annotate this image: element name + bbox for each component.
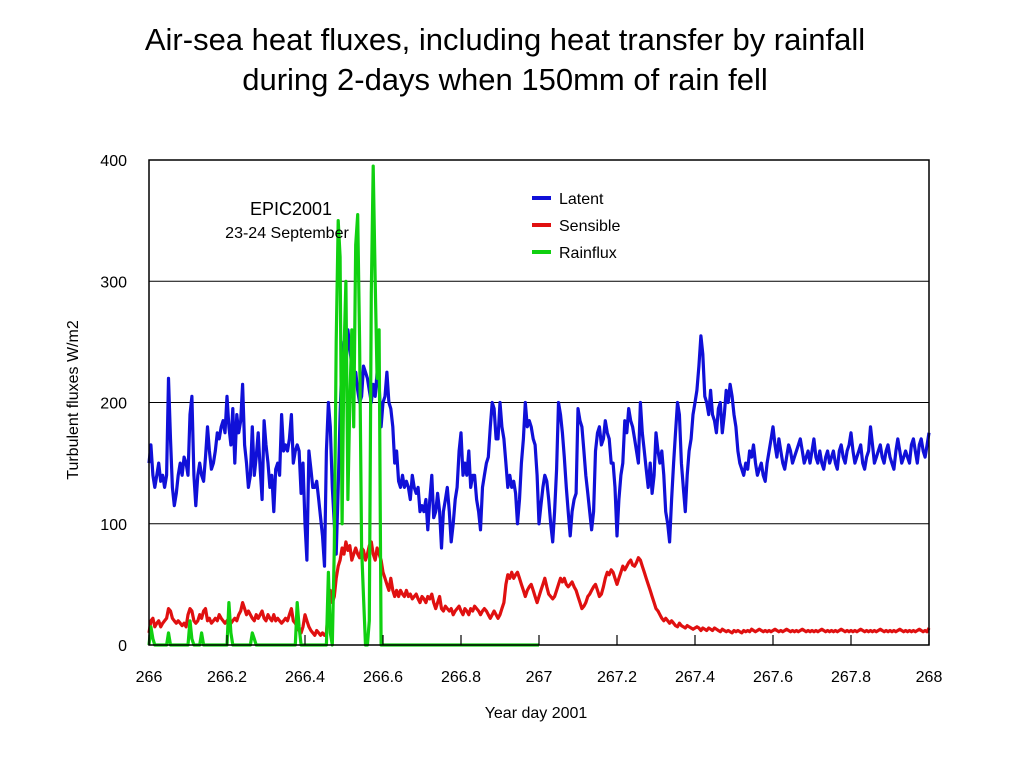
- x-tick-label: 267.2: [597, 669, 637, 686]
- x-tick-label: 267.4: [675, 669, 715, 686]
- legend-label-latent: Latent: [559, 191, 604, 208]
- axis-ticks: 0 100 200 300 400 266 266.2 266.4 266.6 266.8 267 2…: [100, 153, 942, 686]
- x-tick-label: 267: [526, 669, 553, 686]
- x-axis-label: Year day 2001: [485, 705, 588, 722]
- x-tick-label: 267.8: [831, 669, 871, 686]
- chart-title-line-1: Air-sea heat fluxes, including heat tran…: [144, 22, 866, 57]
- y-tick-label: 200: [100, 396, 127, 413]
- x-tick-label: 267.6: [753, 669, 793, 686]
- chart-title-line-2: during 2-days when 150mm of rain fell: [242, 62, 768, 97]
- series-line-sensible: [147, 540, 931, 637]
- annotation-date: 23-24 September: [225, 225, 349, 242]
- y-tick-label: 300: [100, 274, 127, 291]
- x-tick-label: 266: [136, 669, 163, 686]
- x-tick-label: 266.8: [441, 669, 481, 686]
- x-tick-label: 266.4: [285, 669, 325, 686]
- chart-title: Air-sea heat fluxes, including heat tran…: [0, 20, 1010, 100]
- x-tick-label: 268: [916, 669, 943, 686]
- series-line-latent: [147, 328, 931, 568]
- y-tick-label: 400: [100, 153, 127, 170]
- y-tick-label: 100: [100, 517, 127, 534]
- legend-label-sensible: Sensible: [559, 218, 620, 235]
- y-axis-label: Turbulent fluxes W/m2: [65, 320, 82, 480]
- legend: Latent Sensible Rainflux: [532, 191, 620, 262]
- y-tick-label: 0: [118, 638, 127, 655]
- legend-label-rainflux: Rainflux: [559, 245, 617, 262]
- x-tick-label: 266.6: [363, 669, 403, 686]
- annotation-epic: EPIC2001: [250, 199, 332, 219]
- x-tick-label: 266.2: [207, 669, 247, 686]
